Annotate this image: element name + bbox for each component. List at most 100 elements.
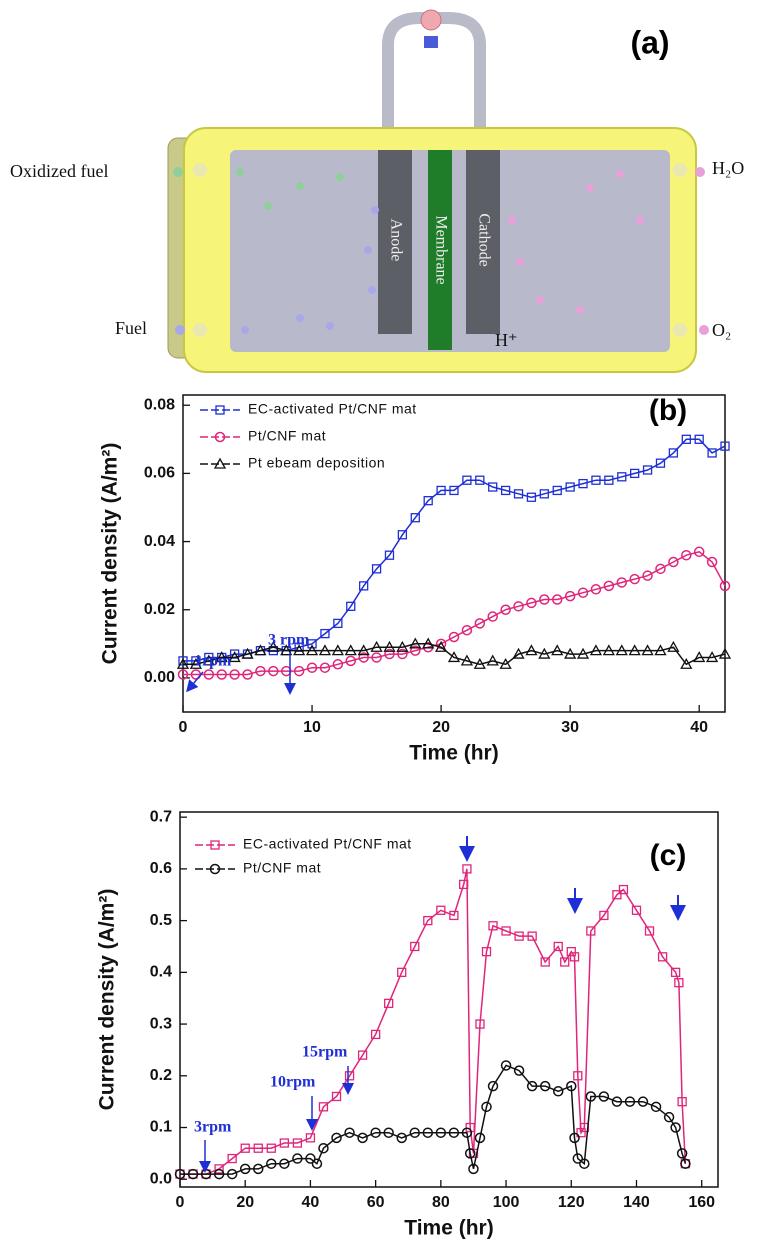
annotation: 10rpm bbox=[270, 1074, 316, 1091]
point bbox=[560, 957, 570, 967]
point bbox=[240, 1143, 250, 1153]
legend-label: EC-activated Pt/CNF mat bbox=[248, 401, 417, 417]
annotation: 3rpm bbox=[194, 1119, 232, 1136]
point bbox=[599, 910, 609, 921]
point bbox=[552, 485, 562, 496]
point bbox=[423, 496, 433, 506]
point bbox=[589, 644, 603, 656]
point bbox=[676, 1148, 688, 1159]
point bbox=[720, 441, 730, 451]
point bbox=[371, 652, 382, 663]
port bbox=[193, 163, 207, 177]
point bbox=[384, 998, 394, 1009]
point bbox=[239, 1163, 251, 1175]
y-axis-label: Current density (A/m²) bbox=[99, 443, 122, 665]
point bbox=[226, 1168, 238, 1180]
point bbox=[668, 448, 679, 458]
point bbox=[674, 978, 684, 988]
point bbox=[267, 640, 280, 652]
point bbox=[525, 644, 538, 656]
point bbox=[488, 921, 498, 931]
point bbox=[611, 1096, 623, 1107]
point bbox=[306, 662, 318, 673]
point bbox=[435, 1127, 447, 1138]
point bbox=[680, 657, 693, 669]
point bbox=[331, 1132, 342, 1144]
point bbox=[357, 644, 370, 656]
y-tick-label: 0.7 bbox=[150, 808, 172, 825]
anode-label: Anode bbox=[387, 219, 404, 262]
molecules bbox=[175, 206, 379, 335]
port bbox=[673, 323, 687, 337]
point bbox=[202, 654, 215, 666]
outlet-label: H₂O bbox=[712, 158, 744, 178]
point bbox=[448, 1127, 460, 1138]
point bbox=[305, 1133, 316, 1143]
point bbox=[344, 1071, 355, 1081]
point bbox=[410, 645, 421, 656]
point bbox=[409, 1127, 421, 1138]
point bbox=[292, 1138, 303, 1148]
point bbox=[481, 1101, 492, 1113]
load bbox=[424, 36, 438, 48]
point bbox=[449, 910, 459, 921]
point bbox=[293, 665, 305, 677]
point bbox=[331, 1091, 342, 1102]
point bbox=[293, 644, 306, 656]
x-tick-label: 140 bbox=[623, 1194, 650, 1211]
point bbox=[176, 657, 190, 669]
legend-label: Pt/CNF mat bbox=[248, 428, 326, 444]
y-tick-label: 0.02 bbox=[144, 601, 175, 618]
point bbox=[693, 546, 705, 558]
x-axis-label: Time (hr) bbox=[404, 1217, 493, 1240]
point bbox=[468, 1163, 479, 1175]
point bbox=[346, 601, 356, 611]
point bbox=[670, 1122, 681, 1133]
panel-label: (b) bbox=[649, 394, 687, 427]
bulb bbox=[420, 9, 442, 31]
point bbox=[526, 492, 537, 502]
point bbox=[719, 580, 731, 592]
x-tick-label: 80 bbox=[432, 1194, 450, 1211]
point bbox=[344, 644, 357, 656]
point bbox=[423, 915, 433, 926]
point bbox=[655, 563, 666, 575]
point bbox=[305, 1153, 316, 1164]
x-tick-label: 20 bbox=[432, 719, 450, 736]
y-tick-label: 0.6 bbox=[150, 860, 172, 877]
point bbox=[266, 1158, 277, 1169]
point bbox=[538, 647, 551, 659]
point bbox=[436, 905, 446, 915]
point bbox=[255, 665, 266, 677]
point bbox=[552, 1086, 564, 1097]
point bbox=[642, 465, 653, 475]
point bbox=[475, 475, 485, 485]
x-tick-label: 40 bbox=[302, 1194, 320, 1211]
molecules bbox=[508, 167, 709, 335]
point bbox=[486, 654, 499, 666]
point bbox=[357, 1050, 368, 1060]
point bbox=[512, 647, 525, 659]
point bbox=[422, 637, 435, 649]
point bbox=[573, 1071, 583, 1081]
point bbox=[641, 644, 654, 656]
point bbox=[540, 957, 550, 967]
point bbox=[617, 472, 627, 482]
anode bbox=[378, 150, 412, 334]
x-tick-label: 0 bbox=[179, 719, 188, 736]
point bbox=[667, 640, 680, 652]
point bbox=[397, 967, 407, 977]
point bbox=[436, 485, 446, 496]
point bbox=[344, 1127, 355, 1138]
point bbox=[332, 659, 344, 670]
y-tick-label: 0.3 bbox=[150, 1015, 172, 1032]
point bbox=[681, 434, 691, 444]
point bbox=[513, 601, 524, 612]
point bbox=[228, 651, 241, 663]
point bbox=[410, 513, 420, 523]
port bbox=[193, 323, 207, 337]
point bbox=[449, 485, 459, 496]
point bbox=[499, 657, 512, 669]
point bbox=[266, 1143, 276, 1153]
